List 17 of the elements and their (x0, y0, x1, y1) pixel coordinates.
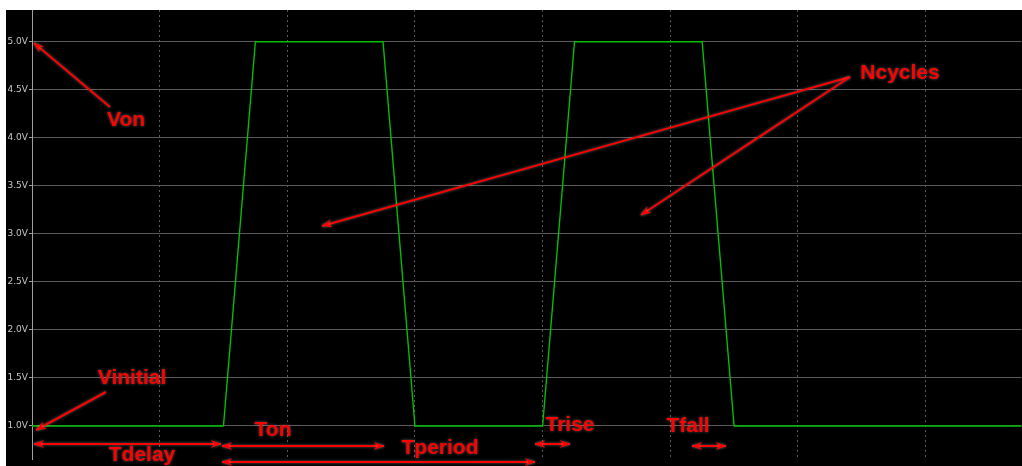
annotation: Tfall (666, 412, 710, 436)
annotation: Tdelay (108, 441, 176, 465)
annotation: Tperiod (401, 434, 479, 458)
y-tick-label: 4.0V (7, 132, 29, 143)
annotation: Ton (254, 416, 292, 440)
annotation: Trise (545, 411, 595, 435)
y-tick-label: 2.0V (7, 324, 29, 335)
y-tick-label: 1.5V (7, 372, 29, 383)
y-tick-label: 3.5V (7, 180, 29, 191)
y-tick-label: 5.0V (7, 36, 29, 47)
annotation: Vinitial (97, 364, 167, 388)
y-tick-label: 1.0V (7, 420, 29, 431)
annotation: Ncycles (860, 59, 940, 83)
y-tick-label: 2.5V (7, 276, 29, 287)
annotation: Von (106, 106, 146, 130)
y-tick-label: 4.5V (7, 84, 29, 95)
y-tick-label: 3.0V (7, 228, 29, 239)
